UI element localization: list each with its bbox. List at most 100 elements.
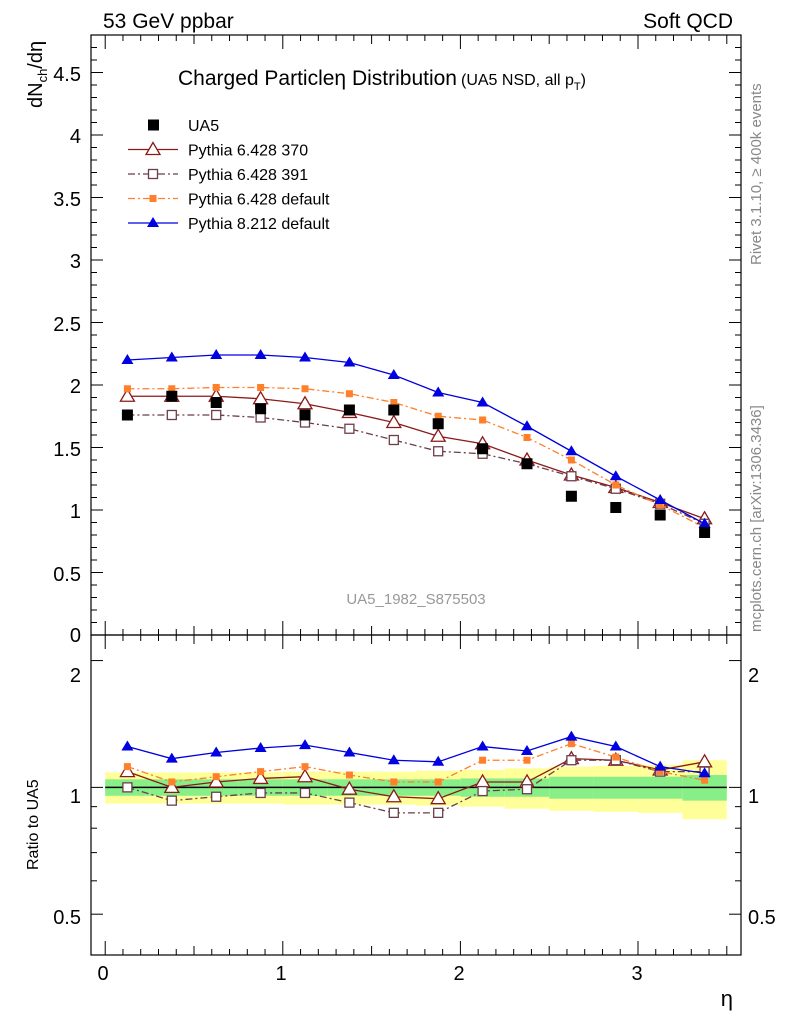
data-point-pythia-8-212-default — [343, 356, 356, 367]
series-line-pythia-8-212-default — [127, 354, 705, 525]
ratio-point-pythia-6-428-default — [212, 773, 220, 781]
data-point-ua5 — [121, 409, 133, 421]
data-point-pythia-6-428-391 — [211, 409, 222, 421]
legend-marker-pythia-8-212-default — [147, 217, 159, 227]
ratio-point-pythia-6-428-default — [612, 753, 620, 761]
main-y-tick-labels: 0 0.5 1 1.5 2 2.5 3 3.5 4 4.5 — [53, 64, 81, 647]
data-point-pythia-8-212-default — [565, 445, 578, 456]
x-tick-labels: 0 1 2 3 — [97, 963, 642, 985]
ratio-point-pythia-6-428-370 — [208, 773, 225, 788]
ratio-point-pythia-6-428-370 — [385, 788, 402, 803]
main-y-tick: 3 — [70, 251, 81, 273]
ratio-point-pythia-6-428-default — [567, 740, 575, 748]
data-point-ua5 — [255, 403, 267, 415]
data-point-pythia-6-428-391 — [433, 446, 444, 457]
ratio-y-tick-right: 2 — [748, 665, 759, 687]
side-mcplots-label: mcplots.cern.ch [arXiv:1306.3436] — [748, 405, 765, 632]
ratio-point-pythia-6-428-default — [301, 763, 309, 771]
data-point-pythia-6-428-391 — [566, 471, 577, 482]
data-point-pythia-6-428-default — [390, 399, 398, 406]
data-point-ua5 — [654, 509, 666, 521]
data-point-pythia-6-428-default — [656, 501, 664, 509]
data-point-ua5 — [210, 397, 222, 408]
ratio-point-pythia-6-428-370 — [252, 770, 269, 785]
ratio-point-pythia-6-428-370 — [119, 763, 136, 778]
legend-label-pythia-6-428-391: Pythia 6.428 391 — [188, 167, 308, 184]
data-point-pythia-6-428-391 — [166, 409, 177, 421]
ratio-point-pythia-6-428-391 — [477, 785, 488, 797]
legend-label-ua5: UA5 — [188, 118, 219, 135]
data-point-ua5 — [432, 418, 444, 430]
ratio-point-pythia-6-428-default — [257, 768, 265, 776]
data-point-pythia-8-212-default — [254, 349, 267, 359]
data-point-ua5 — [388, 404, 400, 416]
ratio-point-pythia-8-212-default — [254, 742, 267, 753]
main-y-tick: 2 — [70, 376, 81, 398]
ratio-series — [119, 730, 713, 818]
data-point-ua5 — [610, 502, 622, 513]
x-tick: 0 — [97, 963, 108, 985]
ratio-point-pythia-8-212-default — [654, 760, 667, 771]
ratio-point-pythia-6-428-default — [656, 768, 664, 776]
ratio-point-pythia-8-212-default — [343, 746, 356, 757]
ratio-point-pythia-6-428-391 — [433, 807, 444, 818]
data-point-pythia-6-428-default — [523, 434, 531, 441]
data-point-ua5 — [521, 458, 533, 470]
ratio-point-pythia-6-428-default — [701, 776, 709, 784]
data-point-ua5 — [299, 409, 311, 421]
data-point-pythia-8-212-default — [520, 420, 533, 431]
ratio-line-pythia-8-212-default — [127, 735, 705, 774]
ratio-point-pythia-6-428-391 — [122, 782, 133, 793]
x-axis-label: η — [721, 986, 733, 1011]
data-point-pythia-8-212-default — [165, 351, 178, 362]
ratio-point-pythia-6-428-default — [390, 778, 398, 786]
data-point-pythia-6-428-default — [123, 385, 131, 393]
data-point-pythia-6-428-370 — [385, 414, 402, 429]
main-y-tick: 1 — [70, 501, 81, 523]
data-point-pythia-8-212-default — [698, 517, 711, 528]
ratio-point-pythia-6-428-default — [479, 756, 487, 764]
legend-marker-pythia-6-428-370 — [144, 141, 162, 156]
data-point-pythia-6-428-370 — [430, 427, 447, 442]
ratio-point-pythia-6-428-391 — [566, 755, 577, 766]
data-point-pythia-6-428-default — [345, 390, 353, 398]
header-category: Soft QCD — [643, 10, 733, 33]
main-y-tick: 2.5 — [53, 314, 81, 336]
ratio-point-pythia-8-212-default — [520, 744, 533, 755]
ratio-point-pythia-6-428-370 — [341, 780, 358, 795]
ratio-point-pythia-6-428-391 — [255, 787, 266, 799]
ratio-point-pythia-6-428-391 — [299, 787, 311, 799]
ratio-y-tick: 2 — [70, 665, 81, 687]
data-point-ua5 — [343, 404, 355, 416]
series-line-pythia-6-428-370 — [127, 395, 705, 520]
main-series — [119, 349, 713, 538]
ratio-y-tick-right: 1 — [748, 786, 759, 808]
ratio-uncertainty-bands — [105, 760, 727, 820]
ratio-point-pythia-6-428-391 — [211, 791, 222, 802]
ratio-point-pythia-8-212-default — [565, 730, 578, 741]
ratio-point-pythia-8-212-default — [165, 752, 178, 763]
data-point-pythia-6-428-default — [612, 481, 620, 489]
legend-label-pythia-6-428-default: Pythia 6.428 default — [188, 192, 330, 209]
data-point-ua5 — [166, 390, 178, 402]
ratio-point-pythia-6-428-default — [168, 778, 176, 786]
data-point-pythia-6-428-391 — [344, 423, 355, 434]
data-point-pythia-6-428-370 — [252, 390, 269, 405]
ratio-point-pythia-8-212-default — [210, 746, 223, 757]
ratio-plot-frame — [90, 634, 742, 956]
ratio-point-pythia-6-428-default — [123, 763, 131, 771]
main-y-axis-label: dNch/dη — [25, 41, 50, 108]
main-y-tick: 3.5 — [53, 189, 81, 211]
ratio-point-pythia-6-428-391 — [344, 797, 355, 808]
ratio-point-pythia-6-428-default — [345, 771, 353, 779]
data-point-pythia-6-428-default — [257, 384, 265, 391]
series-line-pythia-6-428-default — [127, 386, 705, 529]
legend: UA5 Pythia 6.428 370 Pythia 6.428 391 Pythi… — [128, 118, 330, 233]
analysis-watermark: UA5_1982_S875503 — [346, 591, 485, 608]
data-point-pythia-6-428-391 — [255, 412, 266, 423]
series-line-pythia-6-428-391 — [127, 414, 705, 525]
ratio-point-pythia-6-428-391 — [166, 795, 177, 806]
data-point-ua5 — [699, 527, 711, 538]
ratio-point-pythia-8-212-default — [609, 740, 622, 751]
